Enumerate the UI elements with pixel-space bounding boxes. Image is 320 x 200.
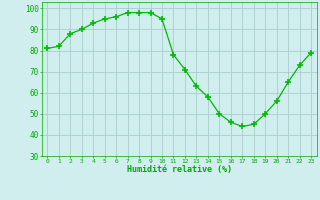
X-axis label: Humidité relative (%): Humidité relative (%) — [127, 165, 232, 174]
